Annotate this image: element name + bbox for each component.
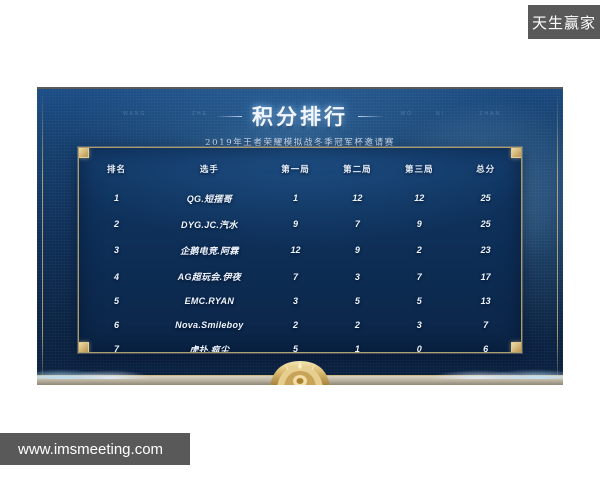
- esports-scoreboard-stage: WANG ZHE MO NI ZHAN 积分排行 2019年王者荣耀模拟战冬季冠…: [37, 87, 563, 385]
- cell-player: QG.短摆哥: [186, 193, 233, 204]
- deco-pinyin-right-3: ZHAN: [479, 111, 501, 117]
- cell-game-3: 0: [416, 344, 422, 353]
- table-row: 5 EMC.RYAN 3 5 5 13: [79, 290, 521, 313]
- cell-total: 7: [483, 319, 489, 330]
- cell-game-3: 7: [416, 271, 422, 282]
- gold-crest-ornament-icon: [270, 361, 330, 385]
- cell-game-1: 1: [293, 193, 299, 204]
- column-header-player: 选手: [199, 164, 219, 174]
- cell-total: 25: [480, 193, 491, 204]
- cell-game-3: 9: [416, 219, 422, 230]
- ranking-panel: 排名 选手 第一局 第二局 第三局 总分 1 QG.短摆哥 1 12 12: [78, 147, 522, 353]
- cell-game-2: 7: [354, 219, 360, 230]
- cell-game-1: 5: [293, 344, 299, 353]
- panel-corner-bottom-right-icon: [511, 342, 521, 352]
- cell-game-1: 3: [293, 296, 299, 307]
- deco-pinyin-left-1: WANG: [123, 111, 147, 117]
- cell-player: AG超玩会.伊夜: [177, 272, 242, 283]
- column-header-rank: 排名: [107, 164, 127, 174]
- cell-game-2: 5: [354, 296, 360, 307]
- cell-game-2: 9: [354, 245, 360, 256]
- cell-game-2: 1: [354, 344, 360, 353]
- cell-game-3: 2: [416, 245, 422, 256]
- title-rule-right-icon: [358, 115, 384, 117]
- cell-player: DYG.JC.汽水: [181, 219, 238, 230]
- cell-game-3: 3: [416, 319, 422, 330]
- column-header-total: 总分: [476, 164, 496, 174]
- cell-rank: 3: [114, 245, 120, 256]
- cell-game-1: 2: [293, 319, 299, 330]
- site-watermark: www.imsmeeting.com: [0, 433, 190, 465]
- cell-total: 13: [480, 296, 491, 307]
- title-rule-left-icon: [216, 115, 242, 117]
- table-header-row: 排名 选手 第一局 第二局 第三局 总分: [79, 148, 521, 185]
- cell-game-3: 5: [416, 296, 422, 307]
- cell-rank: 7: [114, 344, 120, 353]
- stage-rail-left: [42, 89, 43, 376]
- cell-game-1: 12: [290, 245, 301, 256]
- ranking-table-body: 1 QG.短摆哥 1 12 12 25 2 DYG.JC.汽水 9 7 9 25: [79, 185, 521, 353]
- cell-game-2: 12: [352, 193, 363, 204]
- cell-total: 17: [480, 271, 491, 282]
- cell-rank: 6: [114, 319, 120, 330]
- panel-corner-top-left-icon: [79, 148, 89, 158]
- title-row: 积分排行: [37, 101, 563, 131]
- cell-rank: 2: [114, 219, 120, 230]
- deco-pinyin-left-2: ZHE: [192, 111, 208, 117]
- cell-game-3: 12: [414, 193, 425, 204]
- cell-game-2: 3: [354, 271, 360, 282]
- cell-player: 企鹅电竞.阿霖: [180, 245, 239, 256]
- table-row: 1 QG.短摆哥 1 12 12 25: [79, 185, 521, 211]
- stage-rail-right: [557, 89, 558, 376]
- cell-game-1: 7: [293, 271, 299, 282]
- cell-rank: 4: [114, 271, 120, 282]
- cell-total: 25: [480, 219, 491, 230]
- cell-player: EMC.RYAN: [184, 296, 235, 307]
- deco-pinyin-right-1: MO: [400, 111, 413, 117]
- corner-watermark-badge: 天生赢家: [528, 5, 600, 39]
- column-header-game-1: 第一局: [281, 164, 310, 174]
- cell-game-1: 9: [293, 219, 299, 230]
- column-header-game-2: 第二局: [343, 164, 372, 174]
- page-subtitle: 2019年王者荣耀模拟战冬季冠军杯邀请赛: [205, 138, 395, 148]
- panel-corner-bottom-left-icon: [79, 342, 89, 352]
- cell-rank: 1: [114, 193, 120, 204]
- cell-rank: 5: [114, 296, 120, 307]
- title-block: 积分排行 2019年王者荣耀模拟战冬季冠军杯邀请赛: [37, 101, 563, 148]
- panel-corner-top-right-icon: [511, 148, 521, 158]
- table-row: 6 Nova.Smileboy 2 2 3 7: [79, 313, 521, 336]
- table-row: 3 企鹅电竞.阿霖 12 9 2 23: [79, 237, 521, 263]
- ranking-table: 排名 选手 第一局 第二局 第三局 总分 1 QG.短摆哥 1 12 12: [79, 148, 521, 353]
- deco-pinyin-right-2: NI: [436, 111, 445, 117]
- cell-total: 23: [480, 245, 491, 256]
- table-row: 7 虎扑.疯尘 5 1 0 6: [79, 336, 521, 353]
- column-header-game-3: 第三局: [405, 164, 434, 174]
- cell-game-2: 2: [354, 319, 360, 330]
- ranking-table-head: 排名 选手 第一局 第二局 第三局 总分: [79, 148, 521, 185]
- cell-player: 虎扑.疯尘: [189, 344, 230, 353]
- page-title: 积分排行: [252, 104, 348, 129]
- table-row: 2 DYG.JC.汽水 9 7 9 25: [79, 211, 521, 237]
- cell-player: Nova.Smileboy: [175, 319, 244, 330]
- cell-total: 6: [483, 344, 489, 353]
- table-row: 4 AG超玩会.伊夜 7 3 7 17: [79, 264, 521, 290]
